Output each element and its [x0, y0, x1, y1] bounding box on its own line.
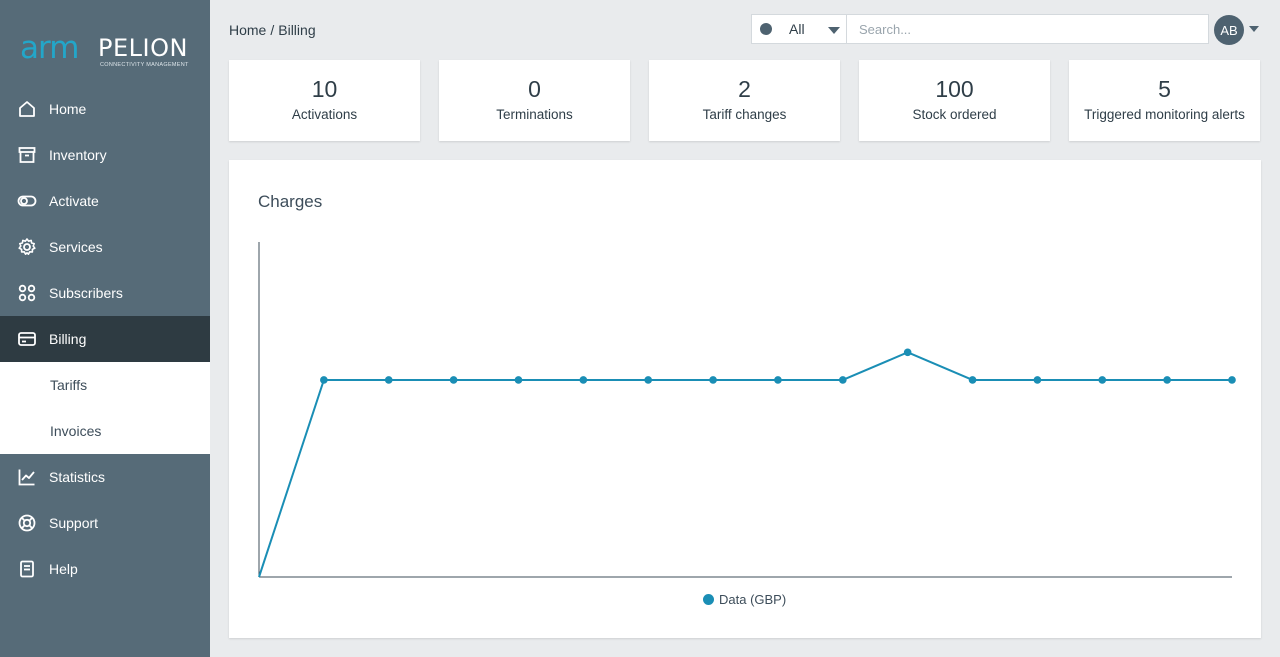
line-chart-icon — [17, 467, 37, 487]
sidebar-item-home[interactable]: Home — [0, 86, 210, 132]
logo-pelion-text: PELION — [98, 34, 188, 62]
avatar-initials: AB — [1220, 22, 1238, 38]
sidebar-item-help[interactable]: Help — [0, 546, 210, 592]
sidebar-item-label: Billing — [49, 331, 87, 347]
data-point — [320, 376, 328, 384]
sidebar-item-billing[interactable]: Billing — [0, 316, 210, 362]
legend-label: Data (GBP) — [719, 592, 787, 607]
stat-value: 0 — [528, 76, 541, 102]
pelion-logo[interactable]: arm PELION CONNECTIVITY MANAGEMENT — [20, 30, 192, 74]
sidebar-item-label: Services — [49, 239, 103, 255]
chevron-down-icon — [828, 27, 840, 34]
filter-status-dot-icon — [760, 23, 772, 35]
stat-value: 100 — [935, 76, 974, 102]
sidebar-item-inventory[interactable]: Inventory — [0, 132, 210, 178]
filter-value: All — [789, 21, 805, 37]
sidebar-nav: Home Inventory Activate Services Subscri… — [0, 86, 210, 592]
sidebar-item-label: Statistics — [49, 469, 106, 485]
breadcrumb-current: Billing — [278, 22, 316, 38]
sidebar-subitem-label: Invoices — [50, 423, 102, 439]
sidebar-subitem-label: Tariffs — [50, 377, 88, 393]
stat-label: Terminations — [496, 107, 573, 122]
sidebar-item-label: Home — [49, 101, 87, 117]
data-point — [839, 376, 847, 384]
data-point — [644, 376, 652, 384]
sidebar-item-activate[interactable]: Activate — [0, 178, 210, 224]
data-point — [968, 376, 977, 384]
sidebar-subitem-tariffs[interactable]: Tariffs — [0, 362, 210, 408]
data-point — [1163, 376, 1171, 384]
gear-icon — [17, 237, 37, 257]
stat-card-stock-ordered: 100 Stock ordered — [859, 60, 1050, 141]
data-point — [1098, 376, 1107, 384]
sidebar-item-services[interactable]: Services — [0, 224, 210, 270]
data-point — [1033, 376, 1042, 384]
stat-card-tariff-changes: 2 Tariff changes — [649, 60, 840, 141]
stat-value: 10 — [311, 76, 338, 102]
archive-icon — [17, 145, 37, 165]
sidebar: arm PELION CONNECTIVITY MANAGEMENT Home … — [0, 0, 210, 657]
search-input[interactable] — [846, 14, 1209, 44]
sidebar-item-subscribers[interactable]: Subscribers — [0, 270, 210, 316]
stat-label: Triggered monitoring alerts — [1084, 107, 1245, 122]
chart-legend[interactable]: Data (GBP) — [703, 592, 786, 607]
grid-dots-icon — [17, 283, 37, 303]
stat-card-terminations: 0 Terminations — [439, 60, 630, 141]
data-point — [384, 376, 393, 384]
data-point — [903, 348, 912, 357]
breadcrumb: Home / Billing — [229, 22, 316, 38]
data-point — [1228, 376, 1236, 384]
toggle-icon — [17, 191, 37, 211]
breadcrumb-home[interactable]: Home — [229, 22, 267, 38]
data-point — [709, 376, 717, 384]
data-point — [514, 376, 523, 384]
data-point — [449, 376, 458, 384]
charges-chart-panel: Charges Data (GBP) — [229, 160, 1261, 638]
sidebar-subitem-invoices[interactable]: Invoices — [0, 408, 210, 454]
legend-swatch — [703, 594, 714, 605]
series-line — [258, 351, 1232, 578]
stat-label: Stock ordered — [912, 107, 997, 122]
charges-chart — [258, 242, 1236, 578]
sidebar-item-label: Subscribers — [49, 285, 123, 301]
stat-card-monitoring-alerts: 5 Triggered monitoring alerts — [1069, 60, 1260, 141]
home-icon — [17, 99, 37, 119]
stat-label: Activations — [291, 107, 358, 122]
data-point — [579, 376, 588, 384]
avatar[interactable]: AB — [1214, 15, 1244, 45]
stat-value: 2 — [738, 76, 751, 102]
sidebar-item-label: Activate — [49, 193, 99, 209]
sidebar-item-label: Support — [49, 515, 99, 531]
sidebar-item-label: Inventory — [49, 147, 107, 163]
data-point — [774, 376, 782, 384]
logo-arm-text: arm — [20, 30, 79, 66]
credit-card-icon — [17, 329, 37, 349]
lifebuoy-icon — [17, 513, 37, 533]
document-icon — [17, 559, 37, 579]
stat-label: Tariff changes — [702, 107, 787, 122]
sidebar-item-statistics[interactable]: Statistics — [0, 454, 210, 500]
stat-value: 5 — [1158, 76, 1171, 102]
sidebar-item-support[interactable]: Support — [0, 500, 210, 546]
breadcrumb-separator: / — [270, 22, 275, 38]
avatar-menu-caret-icon[interactable] — [1249, 26, 1259, 32]
sidebar-item-label: Help — [49, 561, 78, 577]
filter-dropdown[interactable]: All — [751, 14, 847, 44]
chart-title: Charges — [258, 192, 323, 211]
logo-tagline: CONNECTIVITY MANAGEMENT — [100, 62, 189, 68]
stat-card-activations: 10 Activations — [229, 60, 420, 141]
